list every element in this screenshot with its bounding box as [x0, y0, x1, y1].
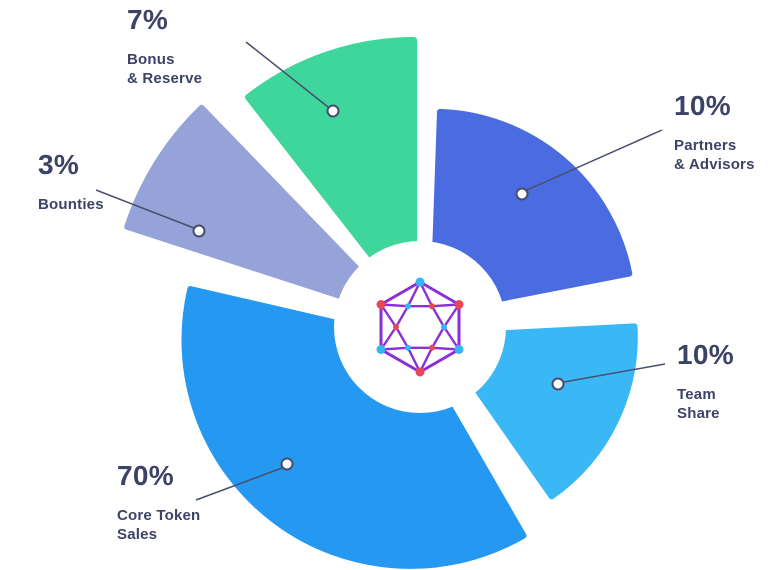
logo-node-dot: [454, 345, 464, 354]
marker-team-share: [551, 377, 565, 391]
segment-label-line: Bounties: [38, 196, 104, 213]
logo-node-dot: [393, 324, 399, 330]
logo-node-dot: [415, 367, 425, 377]
callout-bounties: 3% Bounties: [38, 150, 104, 214]
logo-node-dot: [454, 300, 464, 309]
leader-line-team-share: [563, 363, 666, 383]
logo-web-line: [431, 303, 460, 308]
percent-label-team: 10%: [677, 339, 734, 370]
pie-segment-partners-advisors: [430, 108, 633, 315]
percent-label-partners: 10%: [674, 90, 731, 121]
callout-core-token-sales: 70% Core Token Sales: [117, 461, 200, 544]
logo-node-dot: [429, 303, 435, 310]
callout-team-share: 10% Team Share: [677, 340, 734, 423]
segment-label-line: & Advisors: [674, 156, 755, 173]
logo-web-line: [418, 281, 434, 307]
marker-core-token-sales: [280, 457, 294, 471]
percent-label-bonus: 7%: [127, 4, 169, 35]
pie-segment-core-token-sales: [181, 286, 527, 569]
marker-bounties: [192, 224, 206, 238]
segment-label-team: Team Share: [677, 385, 734, 423]
segment-label-line: Team: [677, 386, 716, 403]
segment-label-bounties: Bounties: [38, 195, 104, 214]
segment-label-partners: Partners & Advisors: [674, 136, 755, 174]
leader-line-bounties: [95, 189, 195, 229]
logo-web-line: [406, 281, 422, 307]
percent-label-core: 70%: [117, 460, 174, 491]
logo-web-line: [418, 347, 434, 373]
marker-partners-advisors: [515, 187, 529, 201]
logo-node-dot: [376, 345, 386, 354]
logo-node-dot: [441, 324, 447, 330]
segment-label-bonus: Bonus & Reserve: [127, 50, 202, 88]
marker-bonus-reserve: [326, 104, 340, 118]
logo-web-line: [443, 303, 460, 328]
logo-web-line: [431, 346, 460, 351]
logo-node-dot: [376, 300, 386, 309]
segment-label-line: & Reserve: [127, 70, 203, 87]
pie-segment-bonus-reserve: [244, 37, 418, 313]
logo-web-line: [380, 346, 409, 351]
logo-web-line: [380, 303, 409, 308]
leader-line-bonus-reserve: [245, 41, 329, 108]
chart-center-hole: [334, 241, 506, 413]
hexagon-network-logo-icon: [376, 277, 464, 377]
logo-web-line: [443, 326, 460, 351]
segment-label-line: Core Token: [117, 507, 201, 524]
logo-node-dot: [429, 344, 435, 351]
segment-label-line: Share: [677, 405, 720, 422]
leader-line-partners-advisors: [526, 129, 663, 191]
callout-partners-advisors: 10% Partners & Advisors: [674, 91, 755, 174]
percent-label-bounties: 3%: [38, 149, 80, 180]
segment-label-line: Partners: [674, 137, 737, 154]
logo-node-dot: [415, 277, 425, 287]
logo-node-dot: [405, 303, 411, 310]
segment-label-line: Sales: [117, 526, 158, 543]
callout-bonus-reserve: 7% Bonus & Reserve: [127, 5, 202, 88]
leader-line-core-token-sales: [195, 467, 283, 501]
logo-web-line: [380, 326, 397, 351]
logo-web-line: [406, 347, 422, 373]
pie-segment-bounties: [124, 104, 406, 320]
segment-label-core: Core Token Sales: [117, 506, 200, 544]
segment-label-line: Bonus: [127, 51, 175, 68]
logo-web-line: [380, 303, 397, 328]
logo-node-dot: [405, 344, 411, 351]
